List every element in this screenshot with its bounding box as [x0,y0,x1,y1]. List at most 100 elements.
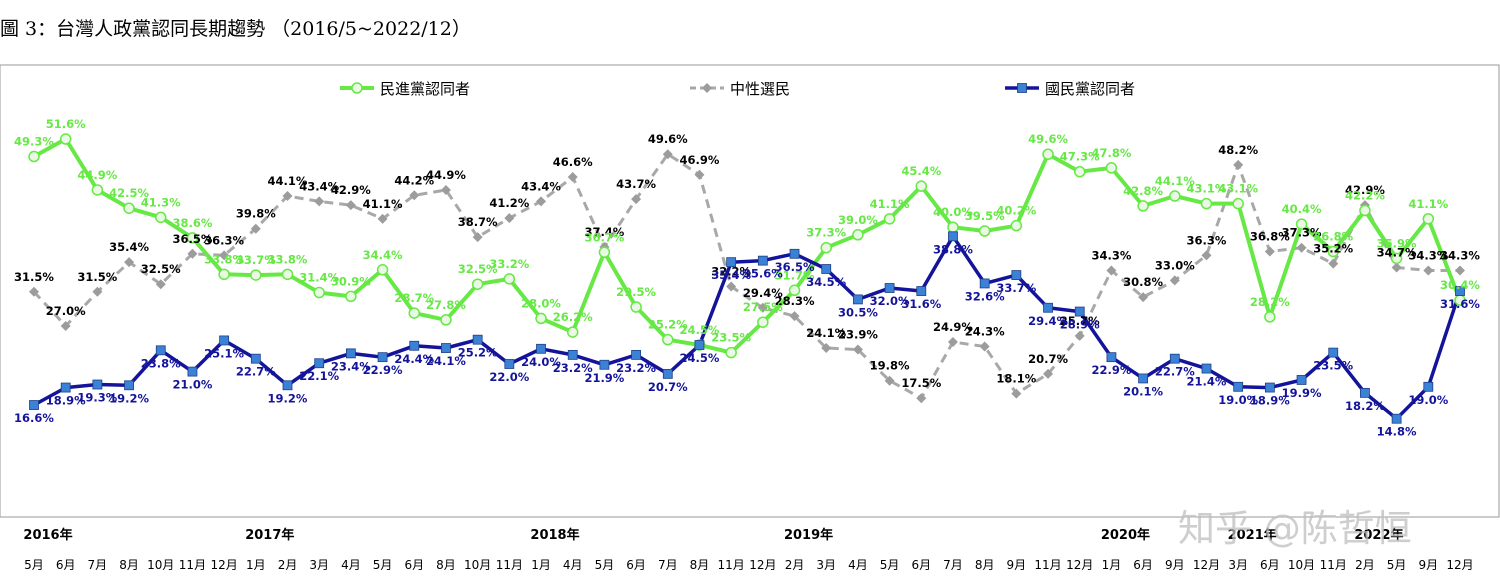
data-label-dpp-39: 28.2% [1250,295,1290,309]
data-label-kmt-4: 23.8% [141,356,181,370]
data-label-neutral-13: 44.9% [426,168,466,182]
data-label-dpp-45: 30.4% [1440,278,1480,292]
data-label-neutral-32: 20.7% [1028,352,1068,366]
point-dpp-6 [218,268,230,281]
data-label-kmt-23: 35.6% [743,267,783,281]
data-label-kmt-11: 22.9% [363,363,403,377]
data-label-kmt-19: 23.2% [616,361,656,375]
data-label-dpp-4: 41.3% [141,195,181,209]
point-kmt-34 [1106,352,1117,363]
point-dpp-14 [471,278,484,290]
point-neutral-22 [726,281,737,292]
data-label-neutral-15: 41.2% [489,196,529,210]
data-label-neutral-38: 48.2% [1218,143,1258,157]
data-label-dpp-14: 32.5% [458,262,498,276]
x-tick-label-27: 5月 [880,558,900,572]
data-label-dpp-30: 39.5% [965,209,1005,223]
x-tick-label-30: 8月 [975,558,995,572]
point-kmt-19 [631,349,641,360]
x-tick-label-44: 9月 [1418,558,1438,572]
point-kmt-24 [789,248,800,259]
point-neutral-26 [852,344,863,355]
point-dpp-43 [1390,252,1403,265]
x-year-label-5: 2021年 [1228,527,1277,543]
point-dpp-12 [408,307,421,319]
data-label-dpp-33: 47.3% [1060,150,1100,164]
data-label-neutral-10: 42.9% [331,183,371,197]
point-kmt-23 [757,255,768,266]
data-label-neutral-30: 24.3% [965,325,1005,339]
point-neutral-6 [219,250,230,261]
data-label-kmt-29: 38.8% [933,242,973,256]
point-dpp-18 [598,246,611,259]
point-kmt-30 [979,278,990,289]
point-neutral-17 [567,172,578,183]
data-label-kmt-21: 24.5% [680,351,720,365]
point-kmt-10 [345,348,356,359]
point-neutral-45 [1455,265,1465,276]
point-dpp-4 [155,211,167,224]
point-neutral-28 [916,393,927,404]
legend-marker-kmt [1017,83,1027,93]
point-neutral-14 [472,232,483,243]
data-label-neutral-25: 24.1% [806,326,846,340]
data-labels: 31.5%27.0%31.5%35.4%32.5%36.5%36.3%39.8%… [14,117,1480,439]
data-label-dpp-13: 27.8% [426,298,466,312]
data-label-kmt-27: 32.0% [870,294,910,308]
point-neutral-7 [250,223,261,234]
data-label-neutral-19: 43.7% [616,177,656,191]
data-label-dpp-31: 40.2% [996,204,1036,218]
data-label-neutral-20: 49.6% [648,132,688,146]
point-neutral-10 [345,200,356,211]
point-dpp-9 [313,286,325,299]
data-label-neutral-1: 27.0% [46,304,86,318]
point-dpp-36 [1169,190,1181,202]
data-label-kmt-3: 19.2% [109,391,149,405]
point-kmt-22 [726,257,737,268]
data-label-kmt-9: 22.1% [299,369,339,383]
x-tick-label-41: 11月 [1320,558,1347,572]
point-neutral-25 [821,343,832,354]
legend-label-kmt: 國民黨認同者 [1045,80,1135,98]
data-label-kmt-26: 30.5% [838,305,878,319]
data-label-kmt-10: 23.4% [331,359,371,373]
x-tick-label-4: 10月 [147,558,174,572]
data-label-kmt-31: 33.7% [996,281,1036,295]
x-tick-label-5: 11月 [179,558,206,572]
x-tick-label-8: 2月 [278,558,298,572]
point-dpp-5 [186,232,199,244]
point-dpp-8 [281,268,294,281]
data-label-kmt-28: 31.6% [901,297,941,311]
point-dpp-27 [883,213,896,225]
point-neutral-19 [631,194,642,205]
point-kmt-18 [599,359,610,370]
data-label-neutral-9: 43.4% [299,179,339,193]
point-dpp-13 [440,314,452,326]
data-label-neutral-14: 38.7% [458,215,498,229]
data-label-neutral-33: 25.7% [1060,314,1100,328]
series-markers [28,133,1466,424]
point-kmt-39 [1264,382,1275,393]
x-tick-label-9: 3月 [309,558,329,572]
data-label-dpp-35: 42.8% [1123,184,1163,198]
point-dpp-24 [788,284,801,297]
point-neutral-8 [282,191,293,202]
x-tick-label-7: 1月 [246,558,266,572]
point-neutral-1 [60,321,71,331]
point-dpp-17 [566,326,579,338]
series-line-neutral [32,152,1460,400]
data-label-dpp-1: 51.6% [46,117,86,131]
data-label-kmt-16: 24.0% [521,355,561,369]
data-label-neutral-2: 31.5% [77,270,117,284]
point-dpp-22 [725,346,737,359]
point-kmt-38 [1233,381,1244,392]
x-tick-label-34: 1月 [1102,558,1122,572]
data-label-kmt-13: 24.1% [426,354,466,368]
point-kmt-1 [60,382,71,393]
x-tick-label-28: 6月 [911,558,931,572]
point-dpp-26 [852,229,864,241]
data-label-kmt-18: 21.9% [584,371,624,385]
data-label-neutral-5: 36.5% [172,232,212,246]
point-kmt-28 [916,286,927,296]
point-neutral-35 [1138,292,1149,303]
